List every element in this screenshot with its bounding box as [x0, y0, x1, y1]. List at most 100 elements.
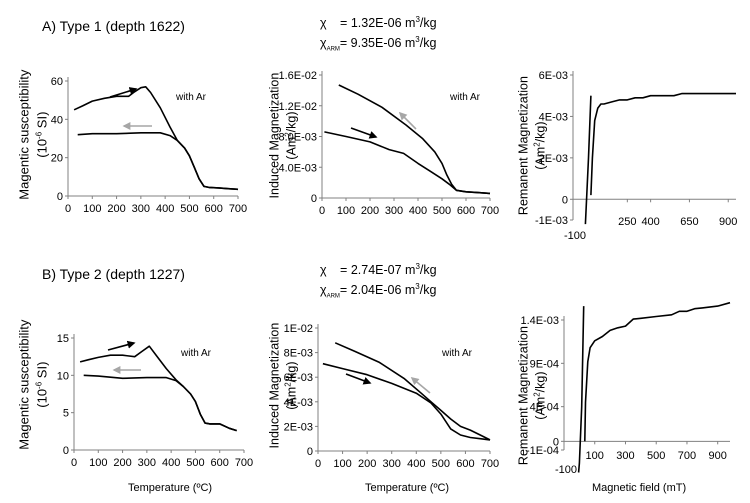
A-susceptibility-ytick-label: 0 — [57, 191, 63, 203]
A-susceptibility-xtick-label: 200 — [107, 203, 125, 215]
B-susceptibility-series-cooling — [83, 374, 237, 432]
B-induced-xtick-label: 300 — [383, 458, 401, 470]
A-induced-ytick-label: 0 — [311, 193, 317, 205]
section-b-chiarm: χARM= 2.04E-06 m3/kg — [320, 282, 437, 300]
B-susceptibility-ytick-label: 10 — [57, 370, 69, 382]
B-induced-annotation: with Ar — [441, 348, 473, 359]
chi-symbol: χ — [320, 263, 327, 278]
B-remanent-ytick-label: 9E-04 — [530, 358, 559, 370]
B-induced-xtick-label: 0 — [315, 458, 321, 470]
B-remanent-ytick-label: 1.4E-03 — [520, 315, 559, 327]
A-induced-annotation: with Ar — [449, 92, 481, 103]
A-induced-heating-arrow-icon — [350, 127, 378, 139]
A-induced-xtick-label: 600 — [457, 205, 475, 217]
A-remanent-ytick-label: 6E-03 — [539, 70, 568, 82]
A-remanent-ytick-label: 0 — [562, 194, 568, 206]
A-susceptibility-xtick-label: 500 — [180, 203, 198, 215]
chi-value: = 2.74E-07 m — [340, 263, 416, 278]
B-induced-ytick-label: 1E-02 — [284, 323, 313, 335]
B-susceptibility-xtick-label: 400 — [162, 457, 180, 469]
A-susceptibility-xtick-label: 600 — [205, 203, 223, 215]
A-susceptibility-heating-arrow-icon — [109, 87, 138, 98]
B-susceptibility-xtick-label: 100 — [89, 457, 107, 469]
A-induced-xtick-label: 400 — [409, 205, 427, 217]
B-susceptibility-ytick-label: 0 — [63, 445, 69, 457]
A-susceptibility-series-heating — [73, 86, 239, 191]
A-induced-ytick-label: 1.2E-02 — [278, 101, 317, 113]
B-susceptibility-ytick-label: 15 — [57, 333, 69, 345]
A-susceptibility-xtick-label: 300 — [132, 203, 150, 215]
b-induced-xlabel: Temperature (ºC) — [365, 482, 450, 494]
A-susceptibility-annotation: with Ar — [175, 92, 207, 103]
chiarm-value: = 2.04E-06 m — [339, 283, 416, 298]
A-induced-cooling-arrow-icon — [398, 111, 417, 130]
section-b-title: B) Type 2 (depth 1227) — [42, 266, 185, 282]
B-remanent-xtick-label: -100 — [555, 464, 577, 476]
chiarm-symbol: χ — [320, 283, 327, 298]
A-susceptibility-ytick-label: 60 — [51, 76, 63, 88]
A-remanent-ytick-label: 4E-03 — [539, 111, 568, 123]
b-remanent-xlabel: Magnetic field (mT) — [592, 482, 687, 494]
B-susceptibility-annotation: with Ar — [180, 348, 212, 359]
B-induced-heating-arrow-icon — [345, 373, 372, 385]
B-remanent-ytick-label: 4E-04 — [530, 402, 559, 414]
A-susceptibility-xtick-label: 100 — [83, 203, 101, 215]
A-remanent-xtick-label: -100 — [564, 230, 586, 242]
B-susceptibility-xtick-label: 0 — [71, 457, 77, 469]
A-induced-ytick-label: 1.6E-02 — [278, 70, 317, 82]
B-remanent-series-IRM — [584, 301, 731, 442]
A-remanent-xtick-label: 650 — [680, 216, 698, 228]
B-induced-xtick-label: 700 — [481, 458, 499, 470]
A-susceptibility-series-cooling — [77, 132, 239, 191]
A-induced-xtick-label: 700 — [481, 205, 499, 217]
A-remanent-ytick-label: -1E-03 — [535, 215, 568, 227]
B-remanent-xtick-label: 500 — [647, 450, 665, 462]
B-induced-ytick-label: 6E-03 — [284, 372, 313, 384]
A-remanent-xtick-label: 250 — [618, 216, 636, 228]
A-remanent-ytick-label: 2E-03 — [539, 153, 568, 165]
B-susceptibility-xtick-label: 200 — [113, 457, 131, 469]
B-induced-ytick-label: 2E-03 — [284, 421, 313, 433]
chiarm-symbol: χ — [320, 36, 327, 51]
section-a-title: A) Type 1 (depth 1622) — [42, 18, 185, 34]
A-susceptibility-ytick-label: 40 — [51, 114, 63, 126]
section-a-chiarm: χARM= 9.35E-06 m3/kg — [320, 35, 437, 53]
B-induced-series-cooling — [334, 342, 491, 441]
A-remanent-xtick-label: 900 — [719, 216, 737, 228]
A-induced-ytick-label: 8.0E-03 — [278, 132, 317, 144]
B-susceptibility-series-heating — [79, 345, 237, 432]
B-remanent-xtick-label: 100 — [586, 450, 604, 462]
B-induced-series-heating — [322, 362, 491, 441]
B-susceptibility-heating-arrow-icon — [107, 340, 136, 351]
A-susceptibility-xtick-label: 400 — [156, 203, 174, 215]
A-remanent-xtick-label: 400 — [641, 216, 659, 228]
B-induced-ytick-label: 8E-03 — [284, 348, 313, 360]
A-induced-xtick-label: 100 — [337, 205, 355, 217]
B-induced-ytick-label: 0 — [307, 446, 313, 458]
A-remanent-series-IRM — [590, 92, 736, 196]
B-remanent-series-backfield — [577, 306, 585, 473]
B-induced-cooling-arrow-icon — [410, 376, 431, 394]
B-remanent-ytick-label: -1E-04 — [526, 445, 559, 457]
B-induced-ytick-label: 4E-03 — [284, 397, 313, 409]
B-induced-xtick-label: 200 — [358, 458, 376, 470]
A-induced-series-cooling — [338, 84, 491, 195]
section-b-chi: χ = 2.74E-07 m3/kg — [320, 262, 437, 278]
A-susceptibility-xtick-label: 0 — [65, 203, 71, 215]
A-induced-xtick-label: 300 — [385, 205, 403, 217]
B-remanent-xtick-label: 700 — [678, 450, 696, 462]
A-induced-xtick-label: 500 — [433, 205, 451, 217]
B-susceptibility-xtick-label: 600 — [211, 457, 229, 469]
B-induced-xtick-label: 600 — [456, 458, 474, 470]
A-susceptibility-xtick-label: 700 — [229, 203, 247, 215]
A-induced-xtick-label: 0 — [319, 205, 325, 217]
B-remanent-xtick-label: 300 — [616, 450, 634, 462]
chi-symbol: χ — [320, 16, 327, 31]
B-induced-xtick-label: 100 — [333, 458, 351, 470]
B-remanent-ytick-label: 0 — [553, 436, 559, 448]
A-remanent-series-backfield — [584, 95, 592, 225]
B-susceptibility-xtick-label: 700 — [235, 457, 253, 469]
A-induced-series-heating — [324, 131, 491, 195]
b-susc-xlabel: Temperature (ºC) — [128, 482, 213, 494]
